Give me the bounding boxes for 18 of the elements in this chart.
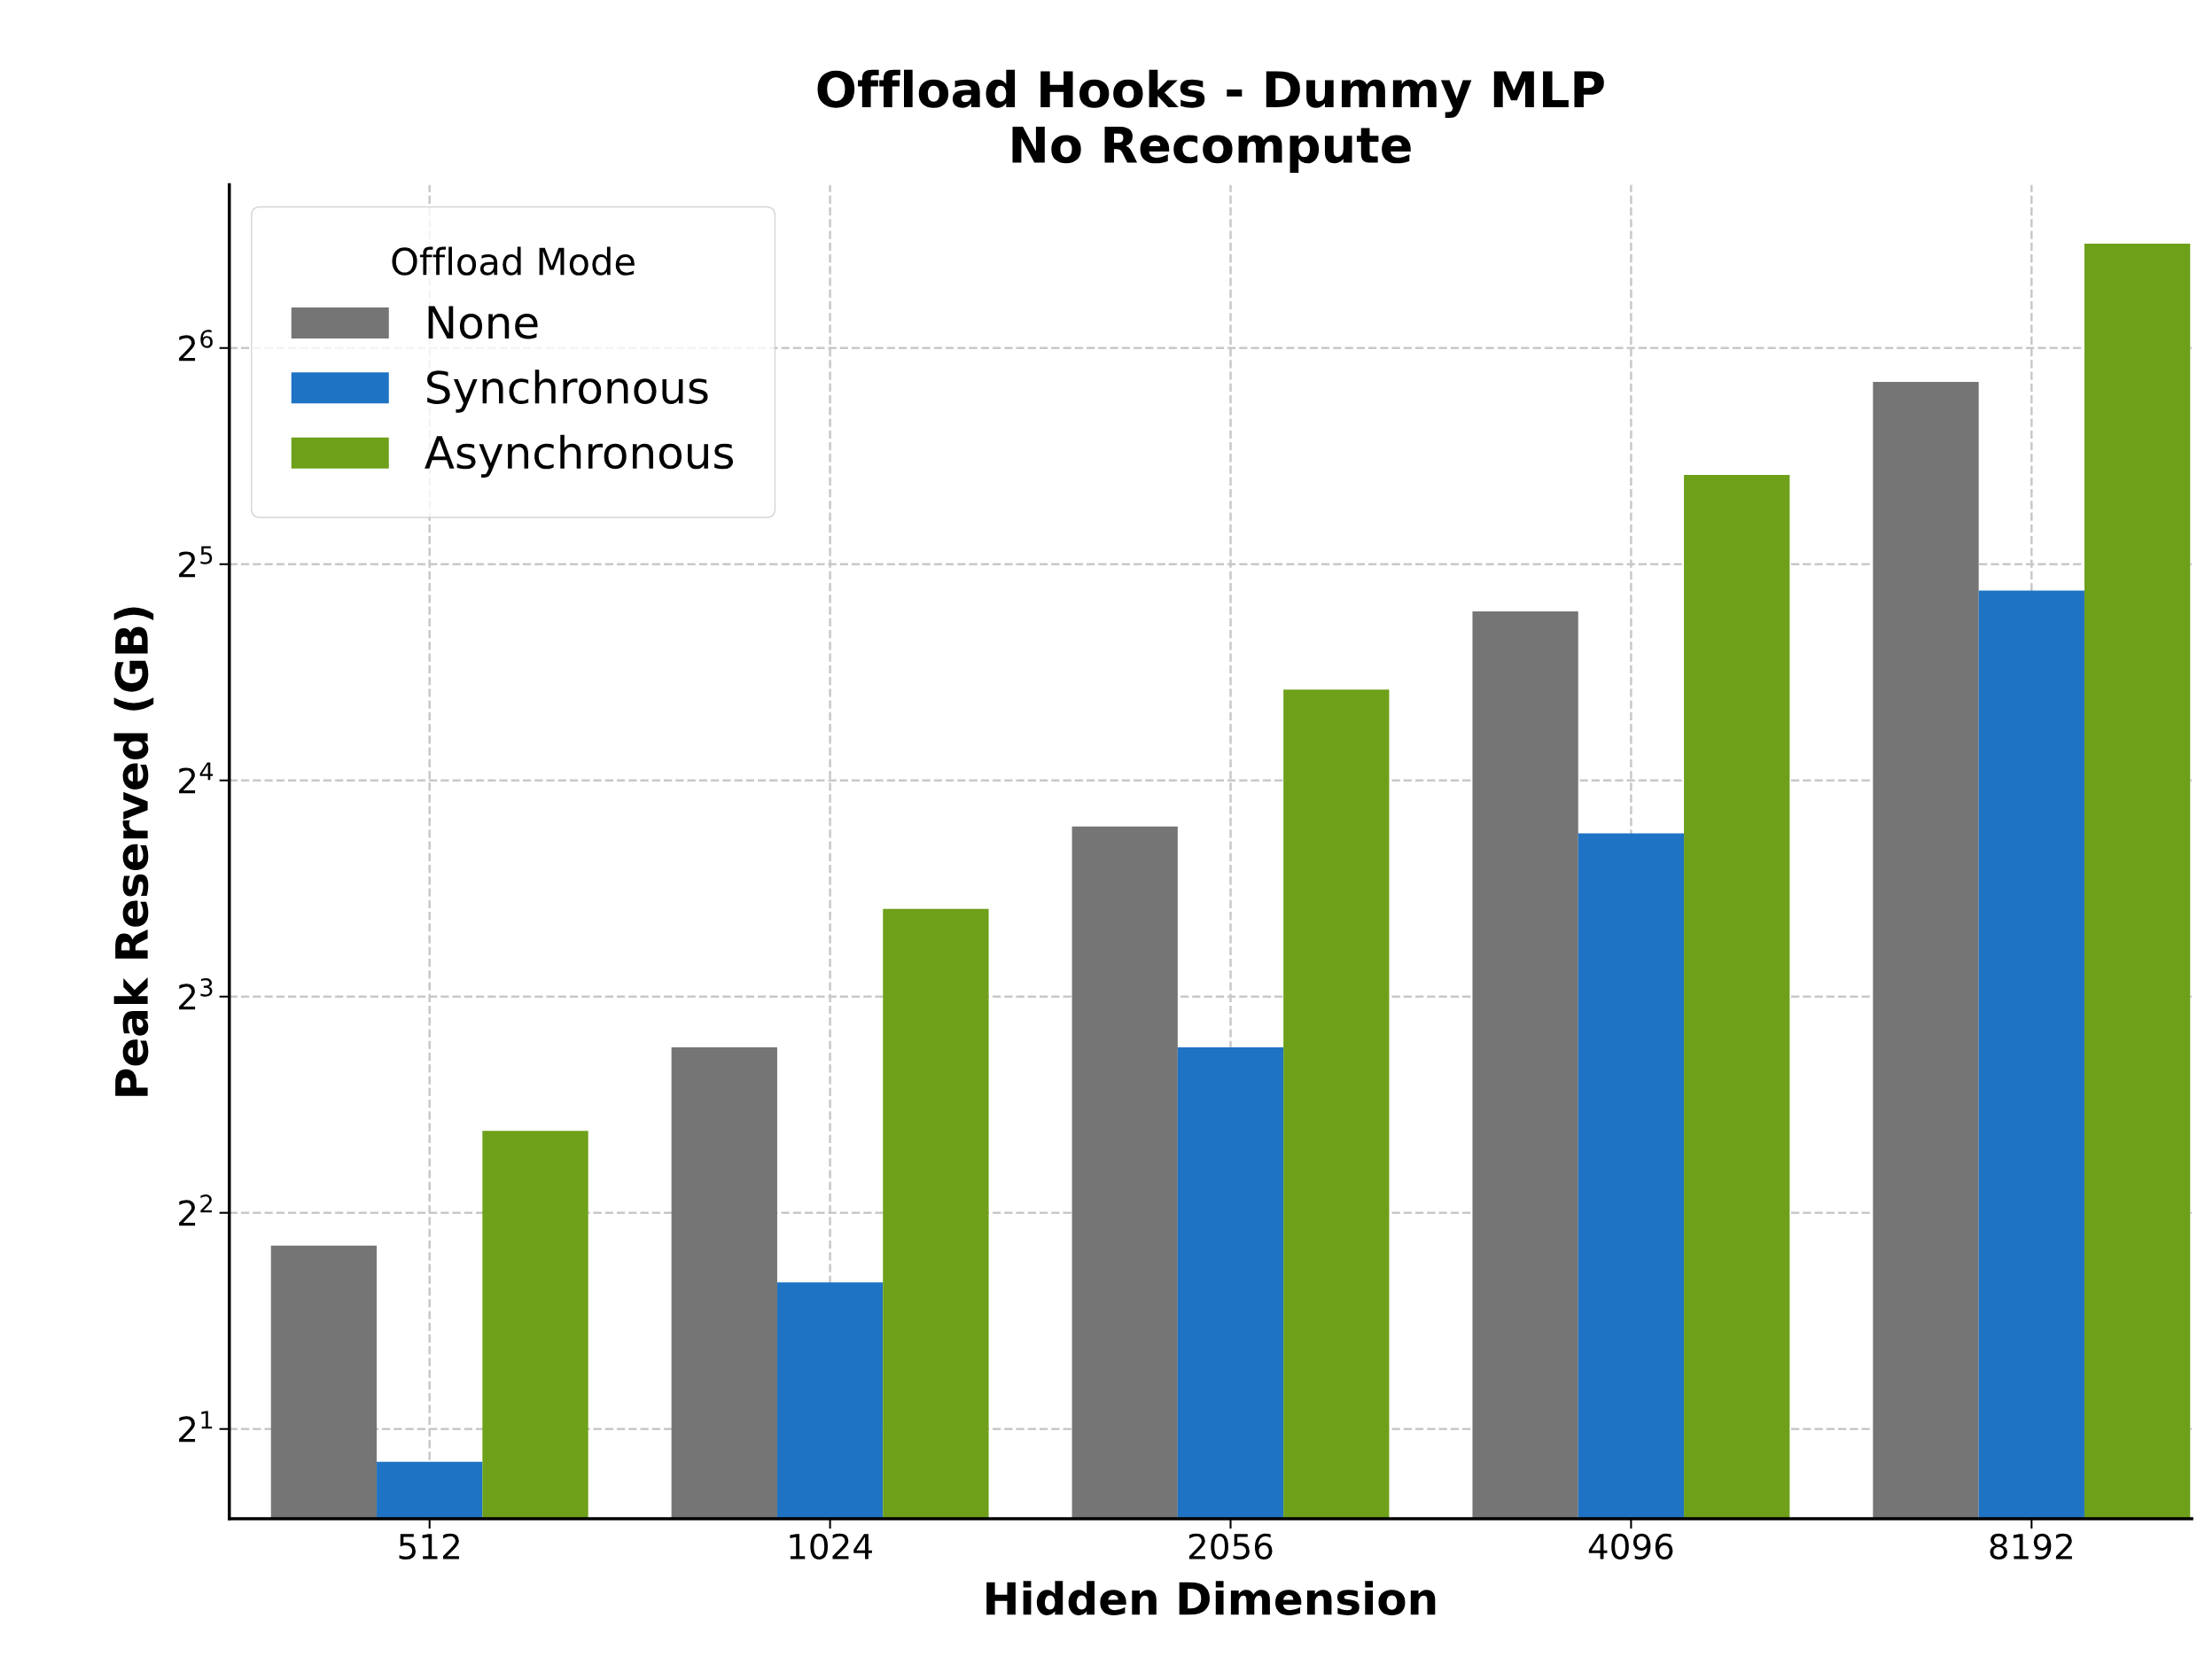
- legend-title: Offload Mode: [392, 246, 635, 276]
- chart-title: Offload Hooks - Dummy MLP No Recompute: [817, 69, 1604, 174]
- x-tick-label: 1024: [790, 1533, 872, 1560]
- y-tick-label: 2$^{5}$: [179, 546, 213, 578]
- x-tick-label: 8192: [1990, 1533, 2072, 1560]
- y-tick-label: 2$^{6}$: [179, 330, 213, 362]
- legend-label: Synchronous: [427, 369, 708, 413]
- legend-label: None: [428, 306, 538, 339]
- x-axis-title: Hidden Dimension: [986, 1581, 1436, 1615]
- x-tick-label: 512: [399, 1533, 459, 1560]
- y-tick-label: 2$^{3}$: [179, 978, 213, 1010]
- y-tick-label: 2$^{1}$: [179, 1411, 213, 1443]
- y-axis-title: Peak Reserved (GB): [113, 607, 154, 1096]
- y-tick-label: 2$^{4}$: [179, 762, 214, 794]
- x-tick-label: 4096: [1588, 1533, 1673, 1560]
- y-tick-label: 2$^{2}$: [179, 1194, 212, 1226]
- legend-label: Asynchronous: [425, 434, 734, 478]
- x-tick-label: 2056: [1188, 1533, 1273, 1560]
